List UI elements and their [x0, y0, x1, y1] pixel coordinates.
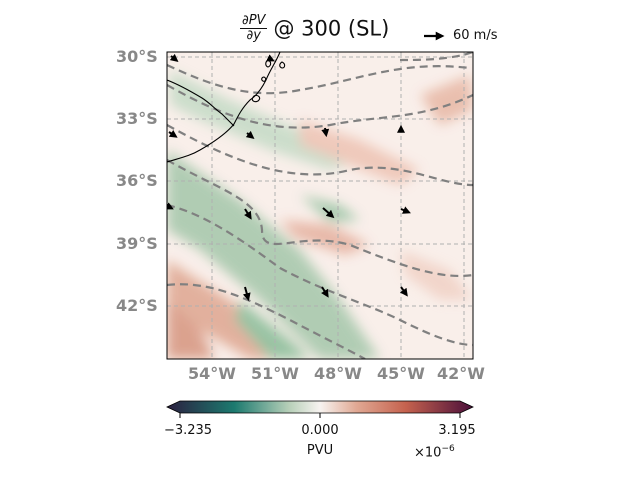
lon-label-51w: 51°W	[251, 364, 299, 383]
lat-label-42s: 42°S	[116, 296, 158, 315]
title-numerator: ∂PV	[240, 13, 268, 29]
colorbar-tick-zero: 0.000	[301, 423, 339, 438]
wind-vectors	[167, 53, 411, 302]
lat-label-39s: 39°S	[116, 234, 158, 253]
lon-label-42w: 42°W	[437, 364, 485, 383]
lat-label-33s: 33°S	[116, 109, 158, 128]
plot-title: ∂PV ∂y @ 300 (SL)	[240, 14, 389, 43]
title-denominator: ∂y	[246, 28, 261, 43]
lat-label-30s: 30°S	[116, 47, 158, 66]
title-fraction: ∂PV ∂y	[240, 13, 268, 43]
lon-label-54w: 54°W	[188, 364, 236, 383]
colorbar-tick-max: 3.195	[438, 423, 476, 438]
map-panel	[167, 52, 473, 359]
lon-label-45w: 45°W	[377, 364, 425, 383]
coastline	[167, 52, 286, 163]
lat-label-36s: 36°S	[116, 171, 158, 190]
graticule	[167, 52, 473, 359]
colorbar	[166, 400, 474, 418]
colorbar-label: PVU	[306, 443, 334, 458]
colorbar-exponent: ×10−6	[414, 444, 455, 460]
colorbar-exponent-base: ×10	[414, 445, 442, 461]
colorbar-tick-min: −3.235	[163, 423, 213, 438]
map-frame	[166, 51, 474, 360]
quiver-key-label: 60 m/s	[453, 28, 498, 43]
title-text: @ 300 (SL)	[273, 16, 390, 41]
lon-label-48w: 48°W	[314, 364, 362, 383]
colorbar-exponent-power: −6	[441, 444, 455, 454]
